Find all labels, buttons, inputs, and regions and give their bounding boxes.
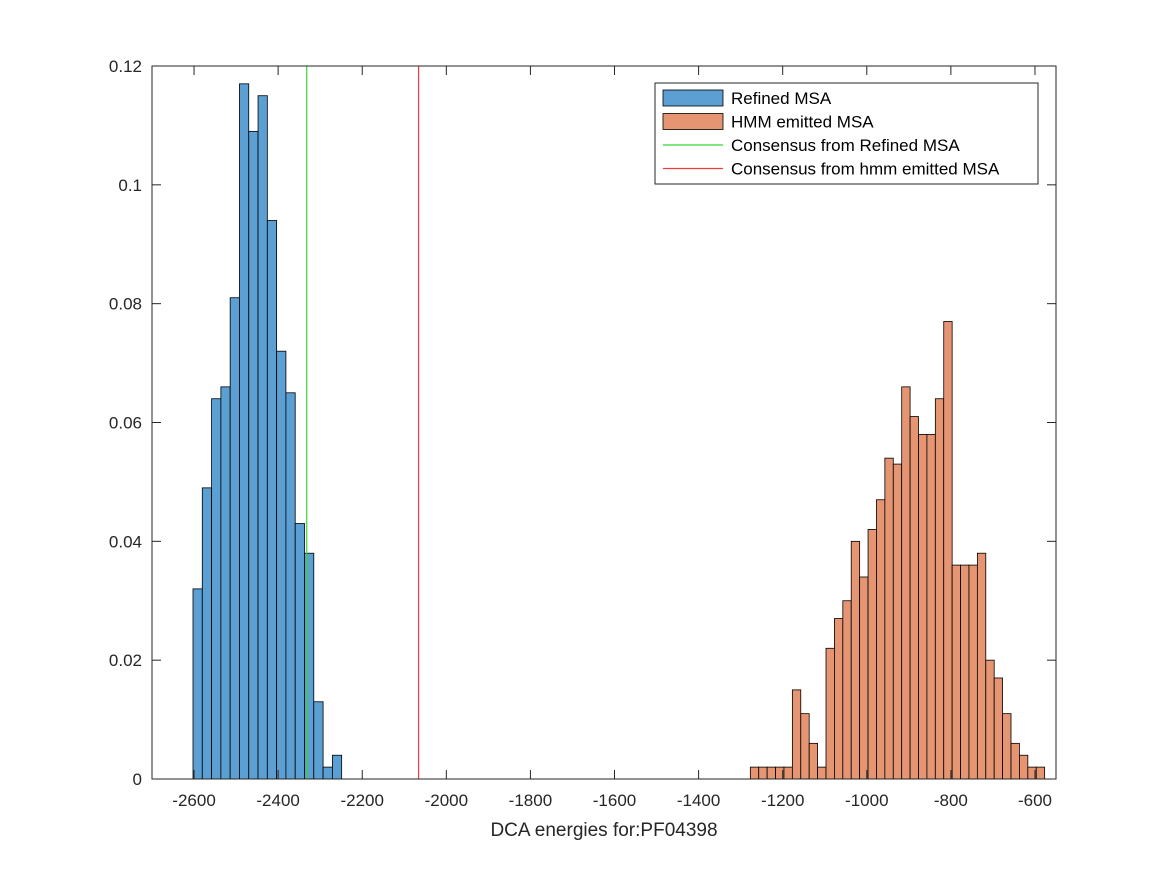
- x-tick-label: -2000: [425, 791, 468, 810]
- histogram-bar-refined-12: [304, 552, 315, 780]
- histogram-bar-hmm-23: [943, 321, 953, 780]
- histogram-bar-hmm-1: [758, 766, 768, 780]
- histogram-bar-refined-11: [294, 523, 305, 780]
- histogram-bar-hmm-11: [842, 600, 852, 780]
- legend-label-consensus-refined: Consensus from Refined MSA: [731, 136, 960, 155]
- y-tick-label: 0.02: [109, 651, 142, 670]
- histogram-bar-refined-6: [248, 130, 259, 780]
- histogram-bar-hmm-9: [825, 647, 835, 780]
- legend: Refined MSA HMM emitted MSA Consensus from…: [654, 82, 1039, 185]
- y-tick-label: 0.04: [109, 532, 142, 551]
- histogram-bar-refined-9: [276, 350, 287, 780]
- histogram-bar-hmm-2: [766, 766, 776, 780]
- y-tick-label: 0: [133, 770, 142, 789]
- histogram-bar-hmm-16: [884, 457, 894, 780]
- legend-label-consensus-hmm: Consensus from hmm emitted MSA: [731, 160, 1000, 179]
- y-tick-label: 0.06: [109, 414, 142, 433]
- histogram-bar-hmm-13: [859, 576, 869, 780]
- histogram-bar-hmm-34: [1035, 766, 1046, 780]
- x-tick-label: -2600: [172, 791, 215, 810]
- legend-swatch-hmm: [662, 113, 724, 130]
- histogram-bar-refined-8: [266, 220, 278, 780]
- legend-label-refined: Refined MSA: [731, 89, 832, 108]
- bars-layer: [192, 83, 1046, 780]
- histogram-bar-hmm-32: [1019, 754, 1029, 780]
- y-tick-label: 0.1: [118, 176, 142, 195]
- histogram-bar-refined-15: [331, 754, 343, 780]
- histogram-bar-hmm-12: [850, 540, 861, 780]
- histogram-bar-hmm-26: [968, 564, 978, 780]
- histogram-bar-refined-5: [239, 83, 250, 780]
- histogram-bar-hmm-4: [783, 766, 793, 780]
- x-tick-label: -600: [1018, 791, 1052, 810]
- histogram-bar-hmm-14: [867, 529, 877, 780]
- histogram-bar-hmm-19: [909, 416, 919, 780]
- histogram-bar-hmm-0: [749, 766, 760, 780]
- legend-label-hmm: HMM emitted MSA: [731, 113, 874, 132]
- x-tick-label: -800: [934, 791, 968, 810]
- x-tick-label: -1200: [761, 791, 804, 810]
- histogram-bar-hmm-15: [876, 499, 886, 780]
- histogram-bar-refined-14: [322, 766, 333, 780]
- ticks-layer: -2600 -2400 -2200 -2000 -1800 -1600 -1400 -1200…: [109, 57, 1056, 810]
- histogram-bar-hmm-28: [985, 659, 995, 780]
- histogram-bar-hmm-6: [800, 713, 810, 780]
- y-tick-label: 0.12: [109, 57, 142, 76]
- x-tick-label: -1600: [593, 791, 636, 810]
- x-tick-label: -1400: [677, 791, 720, 810]
- histogram-bar-refined-0: [192, 588, 203, 780]
- x-axis-title: DCA energies for:PF04398: [490, 820, 717, 841]
- histogram-bar-hmm-8: [817, 766, 827, 780]
- histogram-bar-hmm-31: [1010, 742, 1020, 780]
- histogram-bar-hmm-22: [934, 398, 945, 780]
- x-tick-label: -2400: [256, 791, 299, 810]
- histogram-bar-refined-3: [220, 386, 231, 780]
- legend-swatch-refined: [662, 89, 724, 107]
- y-tick-label: 0.08: [109, 295, 142, 314]
- histogram-bar-refined-10: [285, 392, 296, 780]
- histogram-bar-refined-4: [229, 297, 240, 780]
- histogram-bar-refined-1: [201, 487, 212, 780]
- histogram-bar-refined-7: [257, 95, 268, 780]
- histogram-bar-hmm-5: [791, 689, 802, 780]
- x-tick-label: -1000: [845, 791, 888, 810]
- x-tick-label: -1800: [509, 791, 552, 810]
- histogram-bar-hmm-20: [918, 433, 928, 780]
- histogram-bar-hmm-10: [834, 618, 844, 780]
- consensus-lines-layer: [306, 66, 420, 779]
- histogram-bar-hmm-27: [976, 552, 987, 780]
- x-tick-label: -2200: [340, 791, 383, 810]
- histogram-bar-hmm-24: [951, 564, 961, 780]
- histogram-bar-refined-13: [313, 701, 324, 780]
- histogram-bar-refined-2: [211, 398, 222, 780]
- histogram-bar-hmm-7: [808, 742, 818, 780]
- histogram-bar-hmm-21: [926, 433, 936, 780]
- histogram-bar-hmm-25: [960, 564, 970, 780]
- histogram-bar-hmm-30: [1002, 713, 1012, 780]
- histogram-bar-hmm-17: [892, 463, 903, 780]
- histogram-bar-hmm-18: [901, 386, 911, 780]
- histogram-bar-hmm-29: [993, 677, 1004, 780]
